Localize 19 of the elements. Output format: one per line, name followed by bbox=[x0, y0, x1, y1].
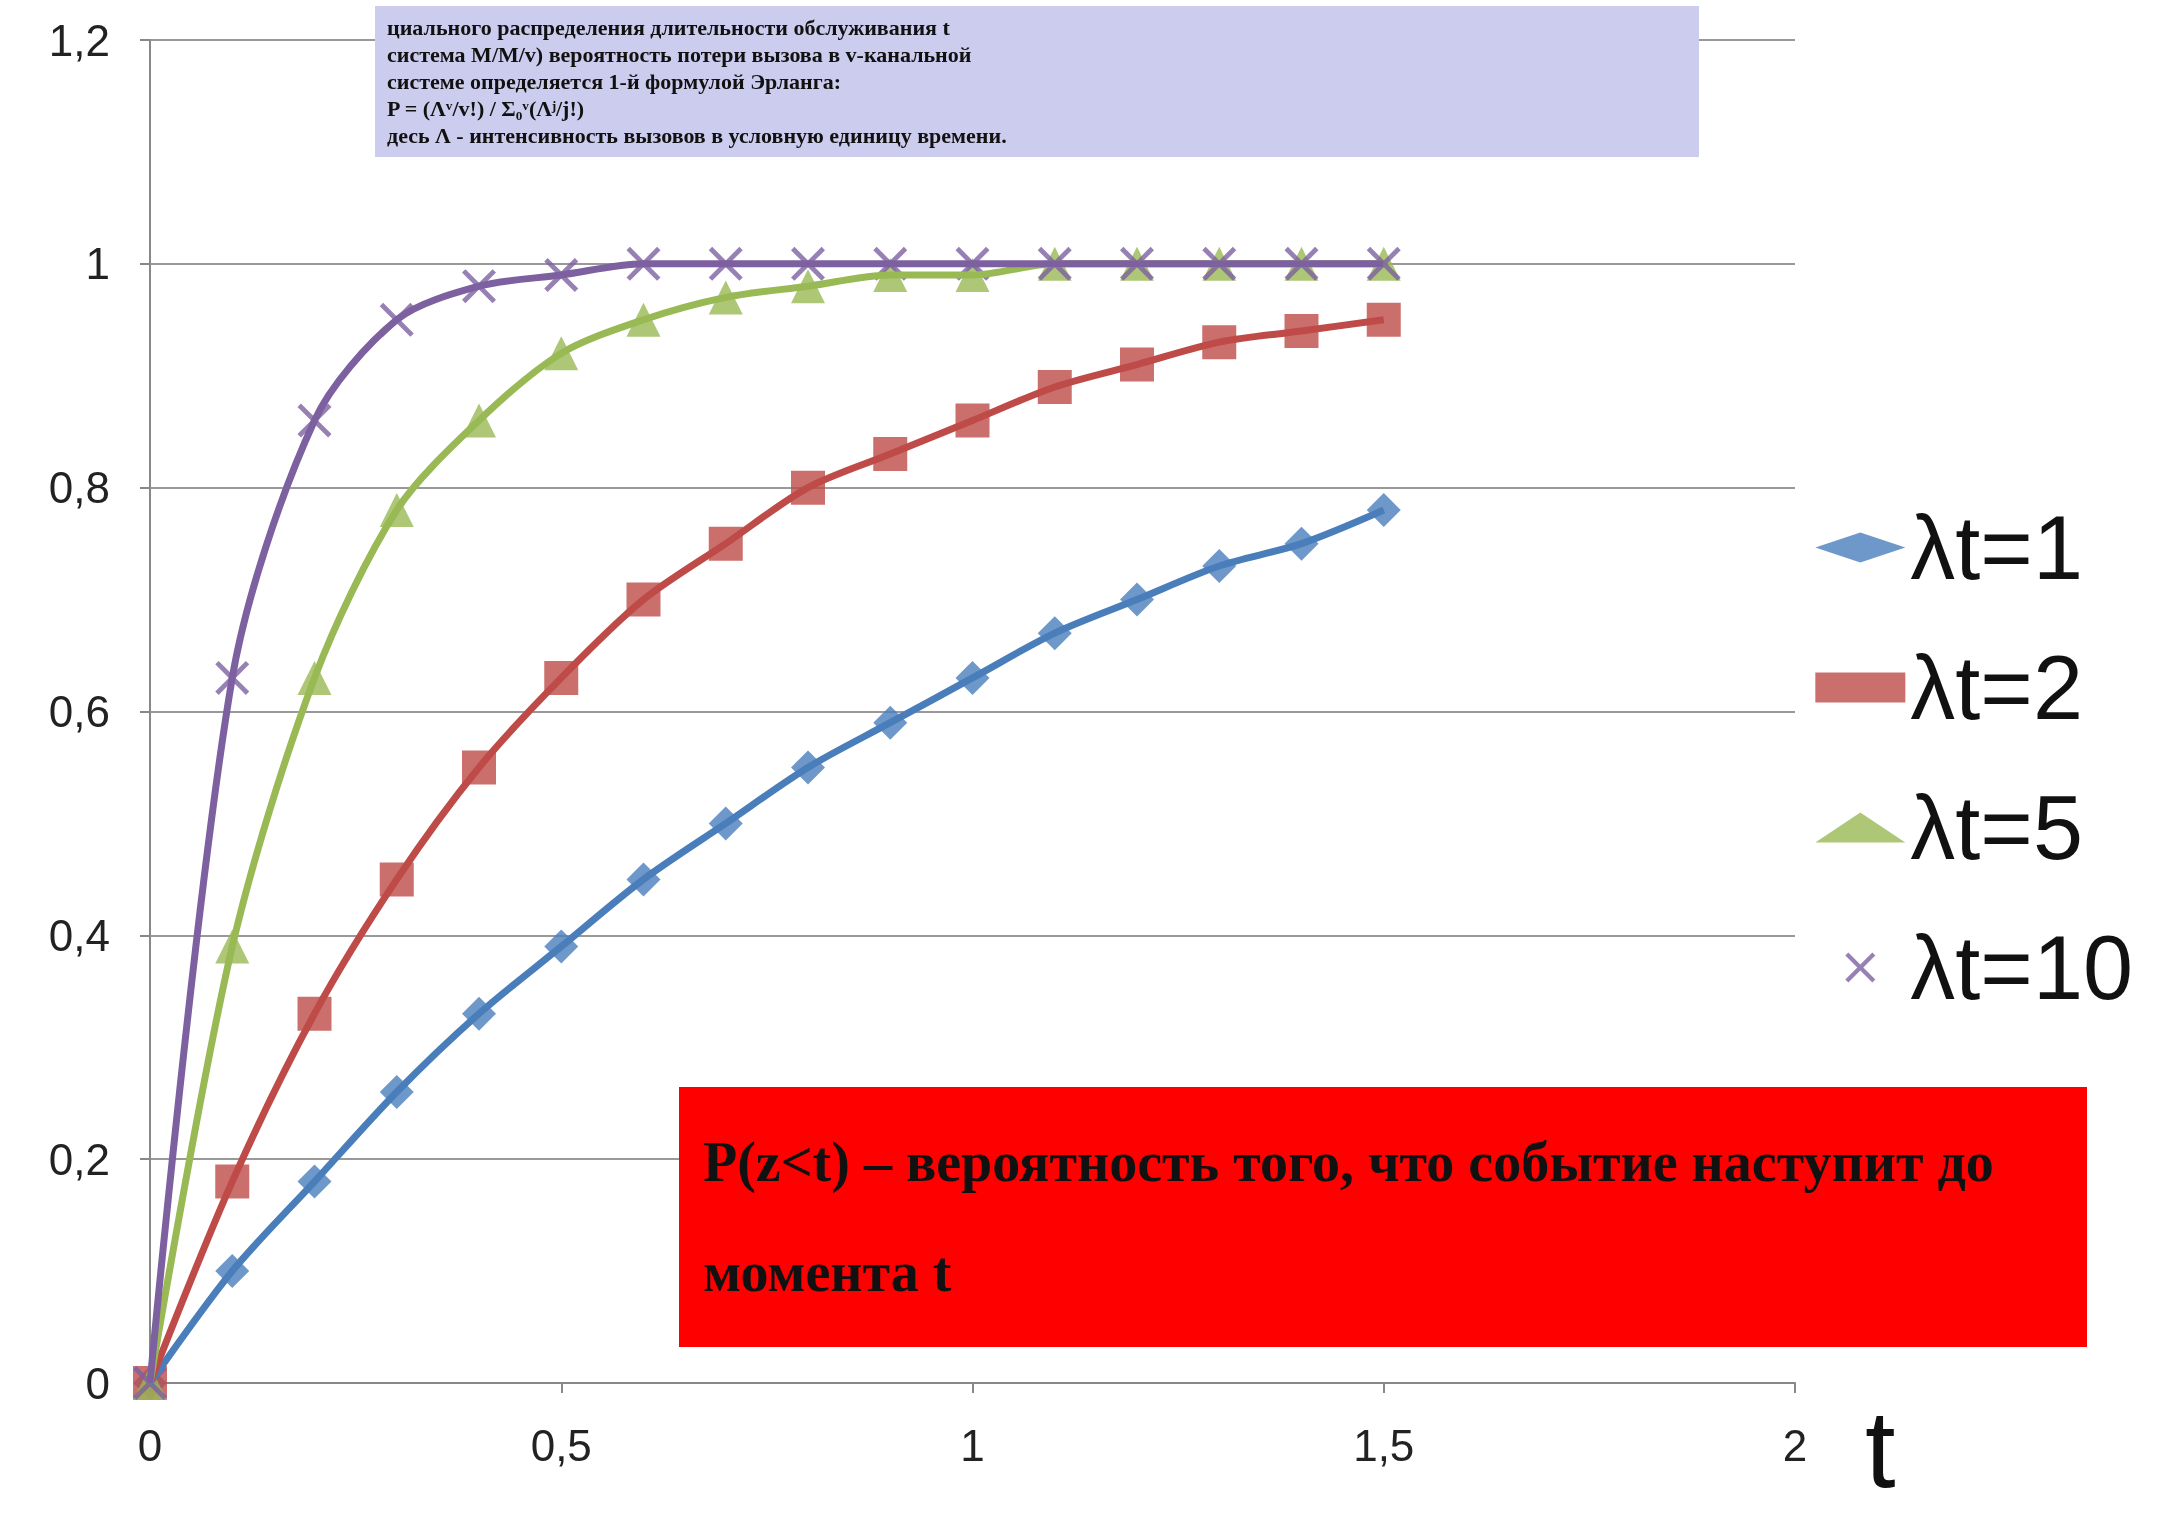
y-tick-label: 1 bbox=[85, 239, 110, 289]
legend-label: λt=2 bbox=[1910, 637, 2083, 738]
y-tick-label: 0,6 bbox=[48, 687, 110, 736]
y-tick-label: 0,8 bbox=[48, 463, 110, 513]
x-tick-label: 1 bbox=[960, 1420, 985, 1470]
x-tick-label: 0,5 bbox=[530, 1420, 592, 1470]
legend-label: λt=1 bbox=[1910, 497, 2083, 598]
legend-label: λt=5 bbox=[1910, 777, 2083, 878]
y-tick-label: 0 bbox=[85, 1358, 110, 1408]
x-axis-title: t bbox=[1865, 1386, 1896, 1510]
text-box: циального распределения длительности обслуживания t система M/M/v) вероятность потери вызова в v-канальной системе определяется 1-й формулой Эрланга: P = (Λᵛ/v!) / Σ₀ᵛ(Λʲ/j!) десь Λ - интенсивность вызовов в условную единицу времени. bbox=[375, 6, 1699, 157]
y-tick-label: 1,2 bbox=[48, 15, 110, 65]
y-tick-label: 0,4 bbox=[48, 910, 110, 960]
legend-label: λt=10 bbox=[1910, 917, 2133, 1018]
y-tick-label: 0,2 bbox=[48, 1134, 110, 1184]
x-tick-label: 2 bbox=[1782, 1420, 1808, 1470]
x-tick-label: 1,5 bbox=[1353, 1420, 1415, 1470]
note-box: P(z<t) – вероятность того, что событие наступит до момента t bbox=[679, 1087, 2087, 1347]
x-tick-label: 0 bbox=[137, 1420, 163, 1470]
